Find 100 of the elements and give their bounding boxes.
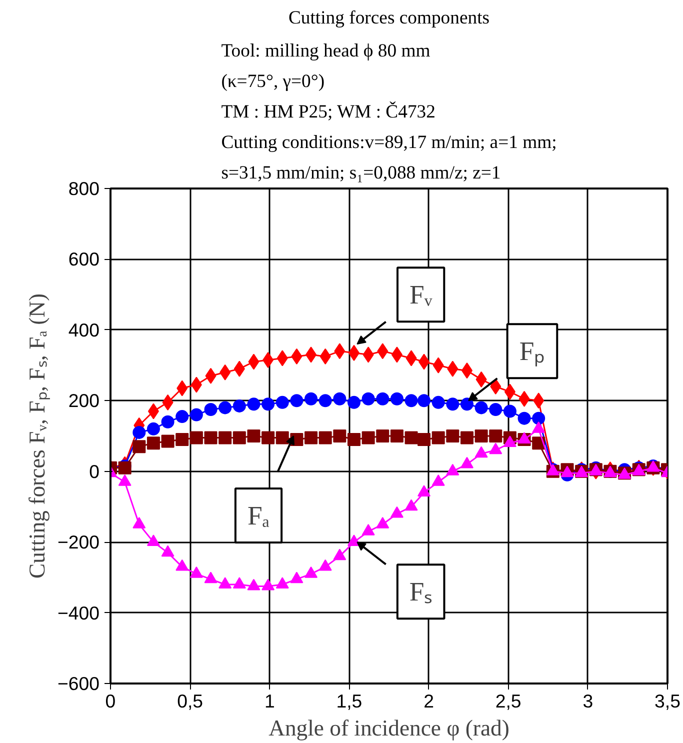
point — [176, 433, 189, 446]
point — [190, 431, 203, 444]
point — [532, 412, 546, 425]
point — [532, 422, 546, 433]
point — [204, 431, 218, 444]
chart-title: Cutting forces components — [288, 8, 490, 28]
x-axis-title: Angle of incidence φ (rad) — [268, 716, 510, 740]
point — [503, 436, 516, 448]
point — [333, 430, 346, 442]
point — [276, 431, 289, 444]
point — [460, 456, 474, 468]
point — [204, 572, 218, 584]
point — [218, 577, 232, 588]
point — [304, 431, 318, 444]
point — [390, 506, 404, 518]
point — [404, 394, 418, 408]
x-tick-label: 2 — [424, 690, 434, 712]
point — [474, 430, 488, 442]
point — [432, 431, 445, 444]
point — [390, 392, 404, 406]
point — [146, 534, 160, 546]
point — [176, 559, 189, 571]
point — [362, 524, 375, 536]
x-tick-label: 2,5 — [495, 690, 522, 712]
point — [218, 431, 232, 444]
chart-subtitle: Tool: milling head ϕ 80 mm (κ=75°, γ=0°) TM : HM P25; WM : Č4732 Cutting conditions:v=89,17 m/min; a=1 mm; s=31,5 mm/min; s₁=0,088 mm/z; z=1 — [221, 40, 557, 184]
point — [276, 396, 289, 409]
point — [118, 474, 132, 486]
point — [304, 566, 318, 578]
point — [318, 394, 332, 408]
point — [432, 474, 445, 486]
point — [460, 431, 474, 444]
point — [204, 402, 218, 416]
point — [190, 566, 203, 578]
point — [489, 402, 502, 416]
y-tick-label: −400 — [57, 602, 100, 624]
point — [247, 578, 260, 590]
point — [161, 434, 174, 448]
annotation: Fᵥ — [410, 280, 432, 310]
point — [262, 398, 275, 411]
point — [560, 466, 574, 478]
point — [518, 412, 531, 425]
point — [362, 431, 375, 444]
point — [146, 422, 160, 436]
point — [132, 426, 146, 439]
point — [304, 392, 318, 406]
y-tick-label: 800 — [68, 178, 100, 199]
x-tick-label: 1,5 — [336, 690, 362, 712]
y-tick-label: −600 — [57, 673, 100, 694]
point — [218, 401, 232, 414]
annotation: Fₛ — [409, 576, 432, 607]
point — [489, 442, 502, 454]
point — [161, 415, 174, 428]
point — [404, 499, 418, 511]
point — [418, 394, 431, 408]
point — [146, 436, 160, 450]
point — [347, 396, 360, 409]
point — [460, 398, 474, 411]
point — [262, 431, 275, 444]
point — [489, 430, 502, 442]
point — [503, 404, 516, 418]
x-tick-label: 3,5 — [654, 690, 680, 712]
point — [418, 485, 431, 497]
point — [446, 464, 460, 476]
point — [474, 446, 488, 458]
point — [247, 430, 260, 442]
y-tick-label: 0 — [89, 460, 100, 482]
annotation: Fₐ — [247, 500, 270, 531]
y-tick-label: 400 — [68, 319, 100, 340]
point — [347, 433, 360, 446]
y-axis-title: Cutting forces Fᵥ, Fₚ, Fₛ, Fₐ (N) — [24, 293, 50, 579]
point — [176, 410, 189, 424]
point — [518, 432, 531, 444]
point — [318, 431, 332, 444]
point — [490, 378, 502, 394]
y-tick-label: 600 — [68, 248, 100, 270]
point — [362, 392, 375, 406]
point — [290, 572, 304, 584]
point — [333, 392, 346, 406]
point — [390, 430, 404, 442]
point — [446, 430, 460, 442]
point — [290, 394, 304, 408]
point — [446, 398, 460, 411]
point — [376, 430, 390, 442]
x-tick-label: 3 — [582, 690, 594, 712]
x-tick-label: 0 — [105, 690, 116, 712]
point — [276, 577, 289, 588]
point — [474, 401, 488, 414]
x-tick-label: 1 — [264, 690, 275, 712]
point — [432, 396, 445, 409]
y-tick-label: −200 — [57, 532, 100, 553]
point — [232, 399, 246, 412]
point — [376, 516, 390, 528]
point — [333, 548, 346, 560]
point — [262, 578, 275, 590]
point — [232, 431, 246, 444]
point — [376, 392, 390, 406]
point — [132, 440, 146, 454]
point — [190, 408, 203, 422]
x-tick-label: 0,5 — [177, 690, 204, 712]
